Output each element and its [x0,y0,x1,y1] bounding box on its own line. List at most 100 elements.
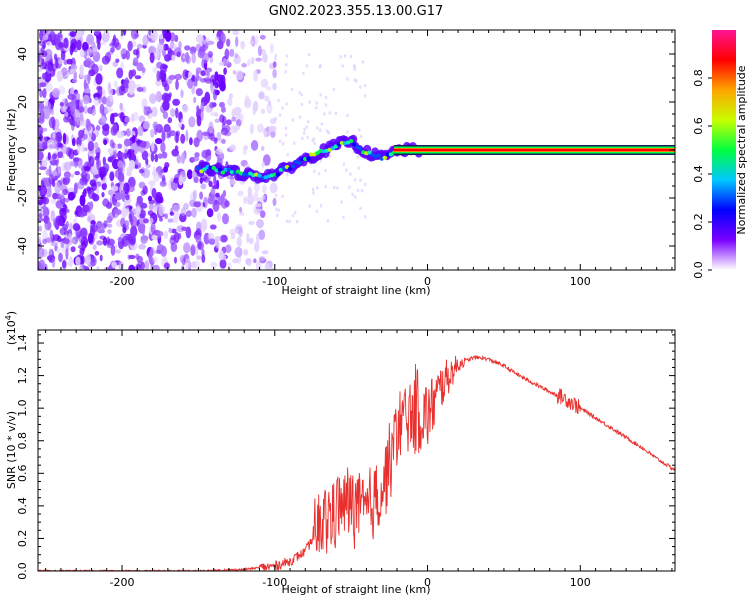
spectrogram-noise-blob [151,234,159,241]
spectrogram-noise-blob [63,37,69,49]
spectrogram-noise-blob [199,46,207,52]
spectrogram-noise-blob [113,201,121,208]
spectrogram-noise-blob [167,218,174,223]
spectrogram-noise-blob [216,74,224,83]
spectrogram-noise-blob [49,109,55,116]
spectrogram-noise-blob [94,173,101,179]
spectrogram-noise-blob [87,140,95,152]
spectrogram-noise-blob [156,230,164,237]
spectrogram-noise-blob [223,67,227,75]
spectrogram-noise-blob [180,207,186,217]
spectrogram-noise-blob [111,261,117,269]
spectrogram-noise-blob [285,102,288,106]
spectrogram-noise-blob [57,165,62,175]
spectrogram-noise-blob [42,159,48,167]
spectrogram-noise-blob [63,161,72,171]
colorbar-tick-label: 0.0 [692,261,705,279]
spectrogram-noise-blob [258,229,266,241]
spectrogram-noise-blob [58,252,63,263]
spectrogram-noise-blob [87,73,91,85]
spectrogram-noise-blob [259,210,266,219]
spectrogram-noise-blob [363,182,367,187]
spectrogram-noise-blob [219,114,225,123]
spectrogram-noise-blob [136,43,143,49]
spectrogram-noise-blob [161,92,170,102]
spectrogram-noise-blob [229,179,237,185]
spectrogram-noise-blob [130,225,138,238]
spectrogram-noise-blob [127,40,133,52]
spectrogram-noise-blob [38,150,44,161]
spectrogram-noise-blob [260,108,265,115]
spectrogram-noise-blob [236,236,242,248]
spectrogram-noise-blob [281,106,284,110]
spectrogram-noise-blob [46,185,52,198]
spectrogram-noise-blob [136,138,141,147]
spectrogram-ridge-core [290,164,296,169]
spectrogram-noise-blob [171,217,179,224]
spectrogram-noise-blob [241,63,248,68]
spectrogram-noise-blob [194,244,199,256]
spectrogram-noise-blob [238,227,244,238]
spectrogram-noise-blob [300,102,304,107]
spectrogram-noise-blob [69,117,75,126]
spectrogram-noise-blob [39,89,43,98]
spectrogram-noise-blob [96,265,100,270]
spectrogram-noise-blob [247,58,251,67]
spectrogram-noise-blob [160,141,166,153]
spectrogram-noise-blob [248,237,254,245]
spectrogram-noise-blob [285,54,289,58]
spectrogram-noise-blob [364,214,367,219]
spectrogram-noise-blob [113,209,122,216]
spectrogram-ridge-core [306,156,311,161]
spectrogram-noise-blob [208,53,213,58]
spectrogram-noise-blob [68,148,75,160]
spectrogram-noise-blob [284,133,288,137]
spectrogram-noise-blob [164,83,170,92]
spectrogram-noise-blob [173,211,181,219]
spectrogram-noise-blob [311,187,315,192]
spectrogram-noise-blob [69,222,73,231]
spectrogram-noise-blob [175,79,179,91]
spectrogram-noise-blob [315,101,319,105]
spectrogram-noise-blob [39,166,47,171]
spectrogram-noise-blob [272,61,277,68]
spectrogram-noise-blob [211,102,217,108]
spectrogram-noise-blob [359,134,363,139]
spectrogram-noise-blob [357,128,361,132]
spectrogram-noise-blob [281,142,285,146]
spectrogram-noise-blob [312,191,315,195]
spectrogram-noise-blob [300,92,304,97]
spectrogram-noise-blob [346,113,349,118]
spectrogram-noise-blob [162,100,170,111]
spectrogram-noise-blob [96,240,104,246]
spectrogram-noise-blob [158,174,166,179]
spectrogram-noise-blob [38,246,45,259]
spectrogram-noise-blob [175,107,179,119]
spectrogram-noise-blob [247,199,254,205]
colorbar-tick-label: 0.2 [692,213,705,231]
spectrogram-noise-blob [66,58,73,65]
spectrogram-noise-blob [100,166,109,175]
spectrogram-noise-blob [147,210,154,216]
spectrogram-noise-blob [92,193,100,202]
spectrogram-noise-blob [212,199,220,212]
spectrogram-noise-blob [73,110,81,122]
spectrogram-noise-blob [79,64,84,76]
spectrogram-noise-blob [125,50,130,60]
spectrogram-noise-blob [185,226,192,239]
spectrogram-noise-blob [259,34,266,40]
spectrogram-noise-blob [189,137,193,146]
spectrogram-noise-blob [91,182,97,191]
spectrogram-noise-blob [77,231,85,243]
spectrogram-noise-blob [50,116,56,127]
spectrogram-noise-blob [215,241,220,249]
spectrogram-noise-blob [49,31,56,43]
spectrogram-noise-blob [320,122,324,126]
spectrogram-noise-blob [109,148,114,157]
spectrogram-noise-blob [77,160,83,169]
spectrogram-noise-blob [41,58,45,67]
spectrogram-noise-blob [208,121,214,134]
spectrogram-noise-blob [182,104,189,113]
spectrogram-noise-blob [246,233,250,244]
spectrogram-noise-blob [226,119,232,126]
